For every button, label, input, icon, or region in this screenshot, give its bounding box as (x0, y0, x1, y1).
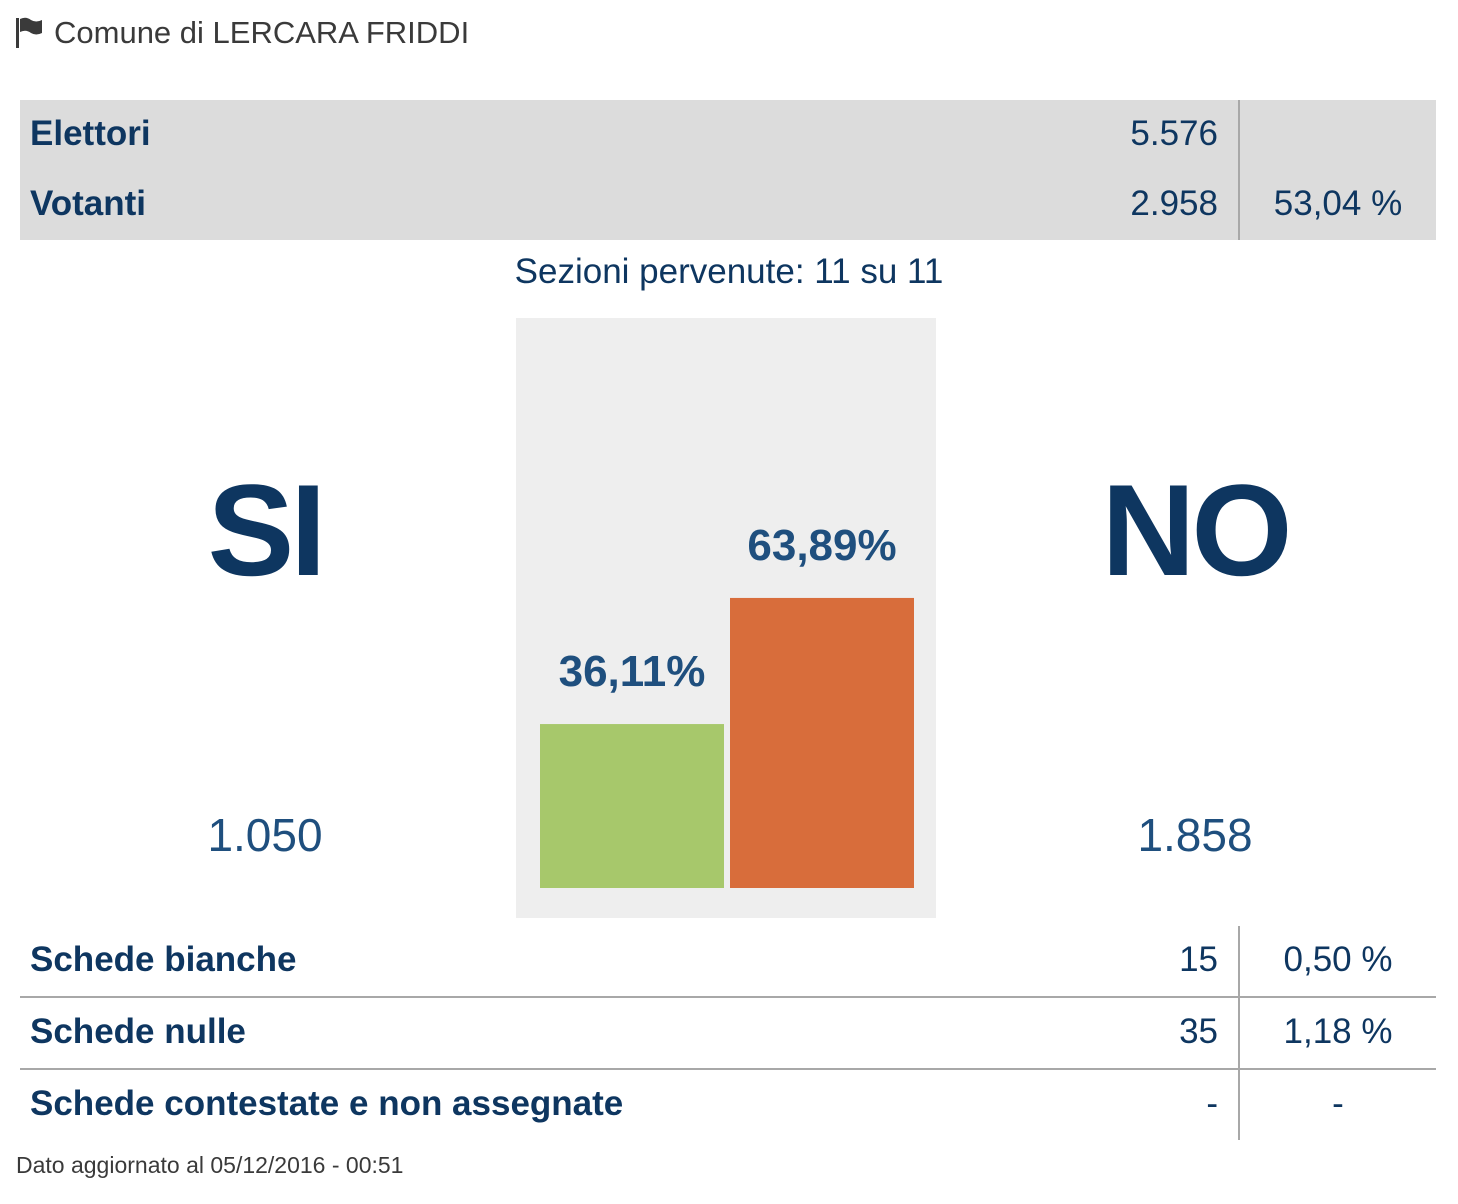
bar-label-no: 63,89% (747, 521, 896, 570)
elettori-value: 5.576 (1130, 114, 1218, 153)
no-votes: 1.858 (1137, 809, 1253, 861)
bar-chart: 36,11% 63,89% (540, 521, 914, 888)
votanti-label: Votanti (30, 184, 147, 223)
schede-nulle-value: 35 (1179, 1012, 1218, 1051)
bar-no (730, 597, 914, 888)
bar-si (540, 724, 724, 888)
schede-contestate-percent: - (1332, 1084, 1344, 1123)
no-label: NO (1101, 457, 1293, 603)
si-votes: 1.050 (207, 809, 323, 861)
votanti-percent: 53,04 % (1273, 184, 1403, 223)
results-chart: 36,11% 63,89% (516, 318, 936, 918)
votanti-value: 2.958 (1130, 184, 1218, 223)
update-timestamp: Dato aggiornato al 05/12/2016 - 00:51 (16, 1152, 404, 1178)
schede-bianche-percent: 0,50 % (1283, 940, 1393, 979)
schede-nulle-percent: 1,18 % (1283, 1012, 1393, 1051)
schede-contestate-label: Schede contestate e non assegnate (30, 1084, 624, 1123)
schede-bianche-value: 15 (1179, 940, 1218, 979)
si-label: SI (207, 457, 327, 603)
elettori-label: Elettori (30, 114, 151, 153)
column-divider (1238, 100, 1240, 240)
row-divider (20, 1068, 1436, 1070)
schede-table: Schede bianche 15 0,50 % Schede nulle 35… (20, 926, 1436, 1140)
row-divider (20, 996, 1436, 998)
sezioni-pervenute: Sezioni pervenute: 11 su 11 (514, 252, 944, 291)
column-divider (1238, 926, 1240, 1140)
schede-contestate-value: - (1206, 1084, 1218, 1123)
page-title: Comune di LERCARA FRIDDI (54, 15, 470, 50)
page-header: Comune di LERCARA FRIDDI (14, 10, 469, 56)
summary-table: Elettori 5.576 Votanti 2.958 53,04 % (20, 100, 1436, 240)
flag-icon (16, 17, 42, 48)
schede-nulle-label: Schede nulle (30, 1012, 246, 1051)
schede-bianche-label: Schede bianche (30, 940, 297, 979)
bar-label-si: 36,11% (559, 647, 706, 696)
